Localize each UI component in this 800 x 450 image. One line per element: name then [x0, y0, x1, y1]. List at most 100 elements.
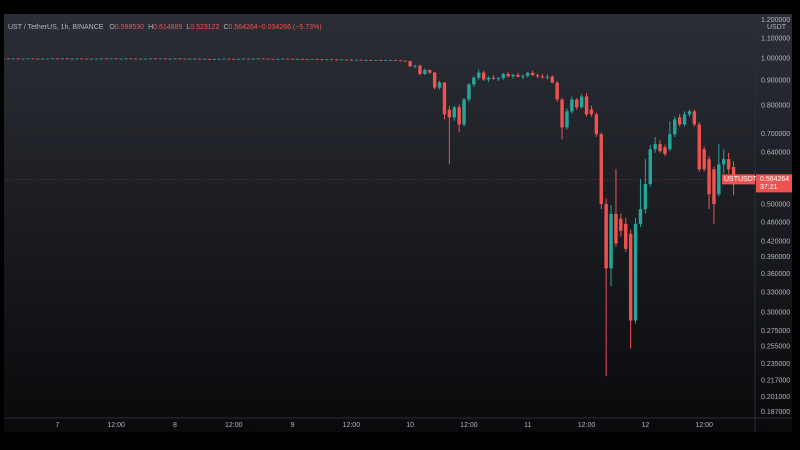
candle-body [60, 58, 64, 60]
y-tick-label: 0.390000 [761, 254, 790, 261]
candle-body [344, 59, 349, 61]
candle-body [124, 58, 128, 60]
candle-body [285, 58, 290, 60]
candle-body [707, 159, 711, 195]
candle-body [109, 58, 113, 60]
field-key: O [109, 24, 115, 31]
candle-body [158, 58, 162, 60]
price-tag [756, 174, 792, 193]
y-tick-label: 0.201000 [761, 394, 790, 401]
candle-body [697, 124, 701, 170]
candle-body [535, 75, 540, 77]
candle-body [349, 59, 354, 61]
x-tick-label: 12 [641, 422, 649, 429]
candle-body [594, 114, 599, 135]
y-tick-label: 0.275000 [761, 328, 790, 335]
price-tag-countdown: 37:21 [760, 184, 778, 191]
x-tick-label: 12:00 [343, 422, 361, 429]
candle-body [217, 58, 221, 60]
x-tick-label: 12:00 [578, 422, 596, 429]
y-tick-label: 0.217000 [761, 378, 790, 385]
y-tick-label: 0.460000 [761, 219, 790, 226]
candle-body [457, 107, 461, 125]
candle-body [633, 223, 638, 321]
y-tick-label: 1.100000 [761, 35, 790, 42]
candle-body [648, 149, 652, 185]
candle-body [80, 58, 84, 60]
candle-body [138, 58, 143, 60]
candle-body [173, 58, 177, 60]
candle-body [496, 78, 501, 79]
candle-body [579, 96, 584, 108]
x-tick-label: 9 [291, 422, 295, 429]
candle-body [452, 107, 456, 118]
candle-body [423, 69, 427, 74]
candle-body [305, 59, 309, 60]
candle-body [374, 60, 378, 61]
candle-body [281, 58, 285, 60]
candle-body [40, 58, 45, 60]
candle-body [398, 60, 403, 62]
candle-body [192, 58, 197, 60]
candle-body [251, 58, 256, 60]
candle-body [379, 60, 383, 61]
candle-body [236, 58, 241, 60]
candle-body [663, 147, 667, 155]
candle-body [197, 58, 202, 60]
candle-body [472, 77, 476, 85]
candle-body [702, 149, 706, 170]
candle-body [619, 218, 623, 231]
candle-body [178, 58, 182, 60]
candle-body [437, 82, 442, 88]
candle-body [134, 58, 138, 60]
candle-body [359, 59, 363, 61]
candle-body [658, 144, 662, 152]
candle-body [364, 59, 368, 61]
candle-body [325, 59, 329, 61]
candle-body [570, 99, 574, 112]
symbol-tag [722, 174, 755, 185]
candle-body [712, 169, 716, 205]
y-tick-label: 0.900000 [761, 78, 790, 85]
candle-body [202, 58, 207, 60]
candle-body [104, 58, 109, 60]
candle-body [506, 73, 510, 77]
candle-body [432, 72, 437, 88]
chart-background [4, 14, 792, 432]
candle-body [668, 134, 672, 150]
candle-body [50, 58, 55, 60]
field-key: L [186, 24, 190, 31]
candle-body [89, 58, 94, 60]
candle-body [383, 60, 388, 61]
candle-body [11, 58, 15, 60]
candle-body [261, 58, 265, 60]
candle-body [163, 58, 167, 60]
y-tick-label: 0.300000 [761, 309, 790, 316]
candle-body [290, 58, 295, 60]
candle-body [428, 69, 432, 73]
y-tick-label: 0.255000 [761, 344, 790, 351]
candle-body [575, 99, 579, 108]
candle-body [256, 58, 260, 60]
candle-body [555, 82, 559, 100]
candle-body [369, 59, 373, 61]
candle-body [388, 59, 393, 61]
candle-body [354, 59, 358, 61]
candle-body [609, 213, 613, 269]
candle-body [119, 58, 123, 60]
candle-body [584, 96, 589, 115]
candle-body [85, 58, 89, 60]
candle-body [530, 72, 535, 76]
candle-body [232, 58, 236, 60]
y-tick-label: 0.235000 [761, 361, 790, 368]
candle-body [129, 58, 133, 60]
candle-body [246, 58, 251, 60]
field-value: 0.614889 [153, 24, 182, 31]
candle-body [295, 58, 300, 60]
candle-body [65, 58, 69, 60]
x-tick-label: 12:00 [225, 422, 243, 429]
symbol-title: UST / TetherUS, 1h, BINANCE [8, 24, 104, 31]
candle-body [418, 65, 422, 74]
legend-header: UST / TetherUS, 1h, BINANCE O0.598530 H0.… [8, 24, 322, 31]
